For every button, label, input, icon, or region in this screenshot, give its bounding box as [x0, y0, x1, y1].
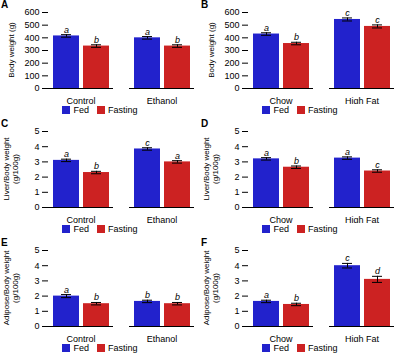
svg-text:3: 3 [234, 276, 239, 286]
svg-text:5: 5 [34, 126, 39, 136]
svg-text:1: 1 [34, 187, 39, 197]
html-text:B: B [201, 0, 209, 10]
svg-text:2: 2 [234, 291, 239, 301]
html-text:Fed: Fed [73, 343, 89, 353]
html-text:D: D [201, 118, 209, 129]
svg-text:300: 300 [224, 45, 239, 55]
svg-text:300: 300 [24, 45, 39, 55]
svg-text:600: 600 [24, 7, 39, 17]
svg-text:400: 400 [24, 33, 39, 43]
svg-text:a: a [64, 149, 69, 159]
svg-text:0: 0 [234, 321, 239, 331]
svg-text:Ethanol: Ethanol [147, 96, 178, 104]
svg-text:b: b [94, 35, 99, 45]
svg-text:b: b [145, 290, 150, 300]
svg-text:200: 200 [24, 58, 39, 68]
svg-text:a: a [145, 27, 150, 37]
svg-text:4: 4 [234, 142, 239, 152]
svg-text:0: 0 [34, 83, 39, 93]
html-text:A: A [1, 0, 9, 10]
html-text:Adipose/Body weight (g/100g): Adipose/Body weight (g/100g) [2, 250, 20, 326]
svg-text:1: 1 [234, 187, 239, 197]
svg-text:200: 200 [224, 58, 239, 68]
svg-text:a: a [345, 147, 350, 157]
svg-text:b: b [94, 161, 99, 171]
svg-text:0: 0 [34, 321, 39, 331]
svg-text:4: 4 [34, 142, 39, 152]
html-text:Fasting: Fasting [308, 224, 338, 234]
svg-text:a: a [264, 23, 269, 33]
svg-text:c: c [375, 160, 380, 170]
html-text:Fed: Fed [273, 105, 289, 115]
svg-text:b: b [175, 292, 180, 302]
svg-text:Control: Control [66, 96, 95, 104]
svg-text:100: 100 [224, 71, 239, 81]
html-text:Body weight (g): Body weight (g) [206, 22, 216, 78]
html-text:Fasting: Fasting [108, 224, 138, 234]
html-text:Fasting: Fasting [308, 343, 338, 353]
html-text:Fasting: Fasting [108, 105, 138, 115]
svg-text:2: 2 [234, 172, 239, 182]
svg-text:High Fat: High Fat [345, 215, 380, 223]
html-text:Fed: Fed [273, 343, 289, 353]
svg-text:3: 3 [234, 157, 239, 167]
svg-text:Control: Control [66, 215, 95, 223]
svg-text:600: 600 [224, 7, 239, 17]
svg-text:3: 3 [34, 276, 39, 286]
html-text:Body weight (g): Body weight (g) [6, 22, 16, 78]
svg-text:a: a [175, 151, 180, 161]
html-text:Liver/Body weight (g/100g): Liver/Body weight (g/100g) [202, 137, 220, 201]
svg-text:Chow: Chow [269, 96, 293, 104]
svg-text:Ethanol: Ethanol [147, 334, 178, 342]
html-text:E: E [1, 237, 8, 248]
svg-text:500: 500 [24, 20, 39, 30]
svg-text:b: b [94, 292, 99, 302]
svg-text:a: a [64, 285, 69, 295]
svg-text:100: 100 [24, 71, 39, 81]
svg-text:400: 400 [224, 33, 239, 43]
svg-text:4: 4 [234, 261, 239, 271]
svg-text:High Fat: High Fat [345, 334, 380, 342]
html-text:Liver/Body weight (g/100g): Liver/Body weight (g/100g) [2, 137, 20, 201]
html-text:F: F [201, 237, 208, 248]
svg-text:0: 0 [234, 83, 239, 93]
svg-text:0: 0 [234, 202, 239, 212]
svg-text:b: b [175, 35, 180, 45]
svg-text:5: 5 [34, 245, 39, 255]
svg-text:c: c [375, 15, 380, 25]
svg-text:500: 500 [224, 20, 239, 30]
svg-text:Chow: Chow [269, 334, 293, 342]
svg-text:a: a [64, 25, 69, 35]
svg-text:b: b [294, 32, 299, 42]
svg-text:5: 5 [234, 245, 239, 255]
html-text:Fed: Fed [73, 224, 89, 234]
svg-text:5: 5 [234, 126, 239, 136]
svg-text:b: b [294, 293, 299, 303]
svg-text:Chow: Chow [269, 215, 293, 223]
svg-text:c: c [145, 138, 150, 148]
svg-text:c: c [345, 8, 350, 18]
svg-text:Ethanol: Ethanol [147, 215, 178, 223]
html-text:Fed: Fed [273, 224, 289, 234]
html-text:Fasting: Fasting [308, 105, 338, 115]
svg-text:a: a [264, 148, 269, 158]
svg-text:2: 2 [34, 291, 39, 301]
svg-text:2: 2 [34, 172, 39, 182]
svg-text:0: 0 [34, 202, 39, 212]
svg-text:d: d [375, 266, 381, 276]
svg-text:c: c [345, 253, 350, 263]
html-text:Fasting: Fasting [108, 343, 138, 353]
svg-text:a: a [264, 290, 269, 300]
svg-text:b: b [294, 156, 299, 166]
svg-text:1: 1 [34, 306, 39, 316]
svg-text:High Fat: High Fat [345, 96, 380, 104]
html-text:Fed: Fed [73, 105, 89, 115]
svg-text:Control: Control [66, 334, 95, 342]
svg-text:4: 4 [34, 261, 39, 271]
svg-text:3: 3 [34, 157, 39, 167]
html-text:C: C [1, 118, 9, 129]
svg-text:1: 1 [234, 306, 239, 316]
html-text:Adipose/Body weight (g/100g): Adipose/Body weight (g/100g) [202, 250, 220, 326]
